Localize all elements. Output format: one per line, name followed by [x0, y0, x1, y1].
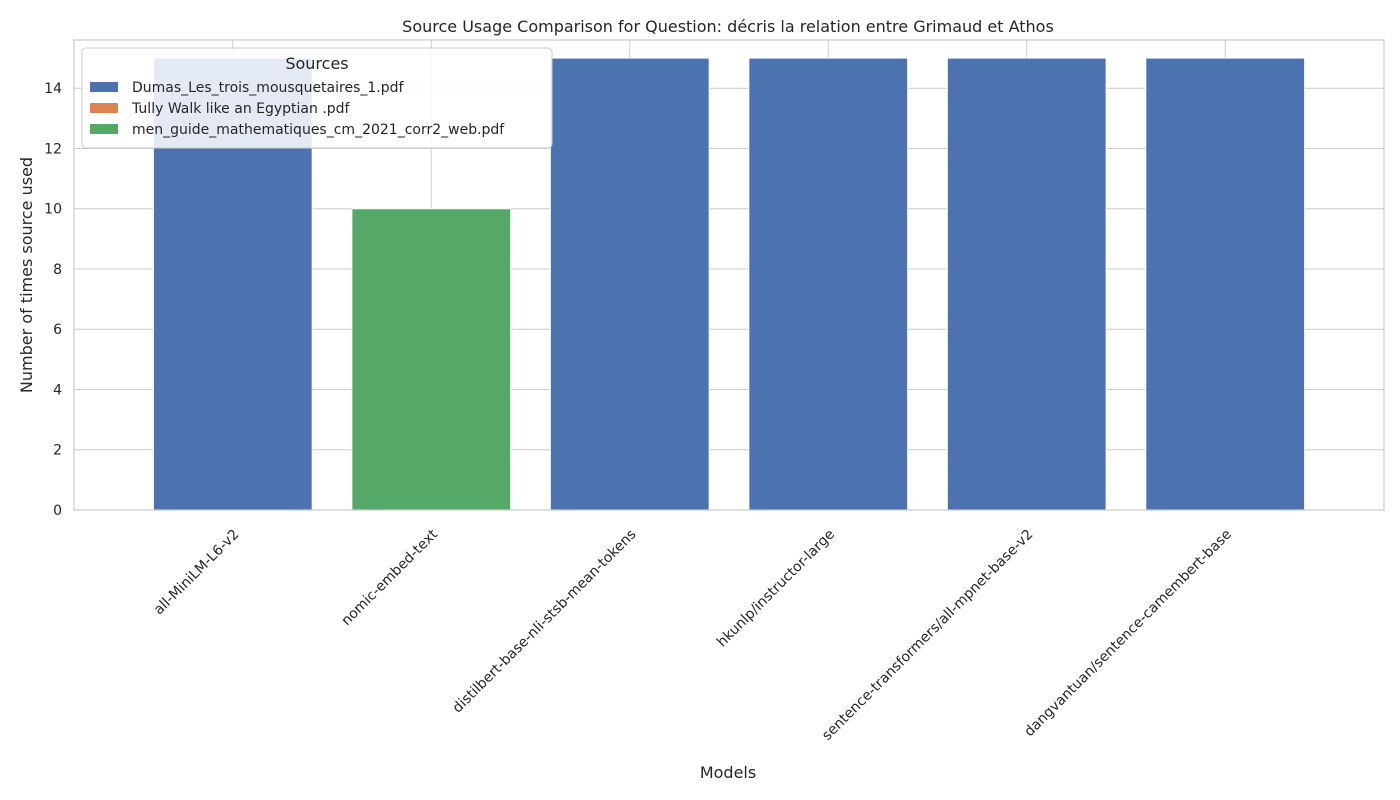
bar [549, 57, 710, 511]
y-tick-label: 12 [44, 141, 62, 157]
legend-swatch [90, 103, 118, 113]
legend-entry: men_guide_mathematiques_cm_2021_corr2_we… [132, 122, 505, 138]
bar [748, 57, 909, 511]
y-tick-label: 4 [53, 382, 62, 398]
bar [351, 208, 512, 511]
y-axis-label: Number of times source used [17, 157, 36, 393]
y-tick-label: 10 [44, 202, 62, 218]
y-tick-label: 8 [53, 262, 62, 278]
bar [1145, 57, 1306, 511]
legend-swatch [90, 124, 118, 134]
bar [946, 57, 1107, 511]
x-axis-label: Models [700, 763, 756, 782]
y-tick-label: 0 [53, 503, 62, 519]
x-tick-label: distilbert-base-nli-stsb-mean-tokens [450, 526, 640, 716]
x-tick-label: hkunlp/instructor-large [714, 526, 838, 650]
legend-box [81, 47, 553, 149]
x-tick-label: all-MiniLM-L6-v2 [151, 526, 243, 618]
y-tick-label: 6 [53, 322, 62, 338]
x-tick-label: nomic-embed-text [338, 526, 441, 629]
legend-title: Sources [285, 54, 348, 73]
legend-entry: Dumas_Les_trois_mousquetaires_1.pdf [132, 80, 404, 96]
y-tick-label: 14 [44, 81, 62, 97]
x-tick-label: sentence-transformers/all-mpnet-base-v2 [819, 526, 1036, 743]
y-tick-label: 2 [53, 443, 62, 459]
chart-title: Source Usage Comparison for Question: dé… [402, 17, 1054, 36]
x-tick-label: dangvantuan/sentence-camembert-base [1021, 526, 1235, 740]
legend-swatch [90, 82, 118, 92]
legend: Sources Dumas_Les_trois_mousquetaires_1.p… [81, 47, 553, 149]
legend-entry: Tully Walk like an Egyptian .pdf [131, 101, 351, 117]
plot-frame [73, 39, 1385, 511]
